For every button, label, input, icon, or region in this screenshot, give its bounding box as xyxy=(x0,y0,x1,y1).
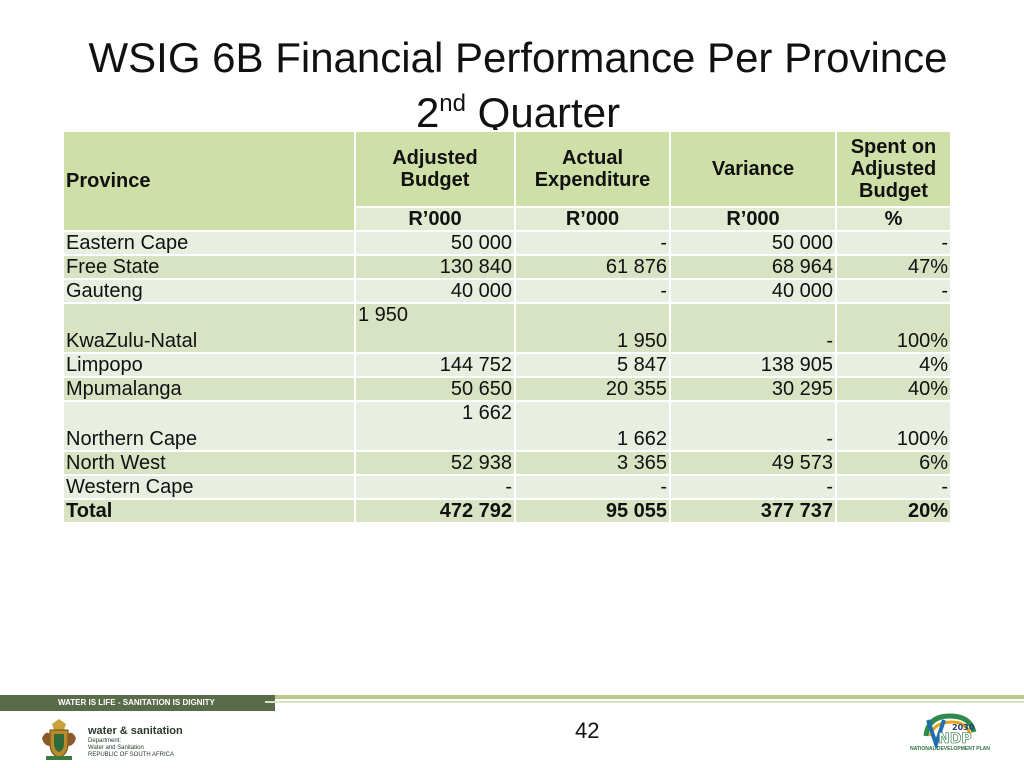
title-quarter: Quarter xyxy=(466,89,621,136)
banner-divider xyxy=(275,695,1024,699)
spent-cell: 47% xyxy=(835,254,952,280)
dept-line-2: Water and Sanitation xyxy=(88,745,144,751)
adjusted-budget-cell: 50 000 xyxy=(354,230,516,256)
variance-cell: 68 964 xyxy=(669,254,837,280)
title-line-2: 2nd Quarter xyxy=(0,85,1024,140)
actual-expenditure-cell: 3 365 xyxy=(514,450,671,476)
title-ordinal-suffix: nd xyxy=(439,90,466,117)
adjusted-budget-cell: 50 650 xyxy=(354,376,516,402)
title-ordinal: 2 xyxy=(415,89,440,136)
coat-of-arms-icon xyxy=(42,719,76,760)
spent-cell: - xyxy=(835,278,952,304)
total-row: Total 472 792 95 055 377 737 20% xyxy=(62,498,952,524)
table-row: Western Cape - - - - xyxy=(62,474,952,500)
table-row: Gauteng 40 000 - 40 000 - xyxy=(62,278,952,304)
table-row: Eastern Cape 50 000 - 50 000 - xyxy=(62,230,952,256)
page-number: 42 xyxy=(575,718,600,743)
actual-expenditure-cell: 1 662 xyxy=(514,400,671,452)
spent-cell: - xyxy=(835,230,952,256)
column-header-actual-expenditure: Actual Expenditure xyxy=(514,130,671,208)
variance-cell: 49 573 xyxy=(669,450,837,476)
department-logo: water & sanitation Department: Water and… xyxy=(88,724,183,759)
actual-expenditure-cell: 1 950 xyxy=(514,302,671,354)
footer-banner: WATER IS LIFE - SANITATION IS DIGNITY xyxy=(0,695,1024,713)
adjusted-budget-cell: 144 752 xyxy=(354,352,516,378)
variance-cell: 40 000 xyxy=(669,278,837,304)
dept-line-3: REPUBLIC OF SOUTH AFRICA xyxy=(88,752,175,758)
ndp-caption: NATIONAL DEVELOPMENT PLAN xyxy=(910,746,990,752)
unit-adjusted-budget: R’000 xyxy=(354,205,516,232)
spent-cell: 100% xyxy=(835,400,952,452)
title-line-1: WSIG 6B Financial Performance Per Provin… xyxy=(88,34,948,81)
actual-expenditure-cell: - xyxy=(514,230,671,256)
province-name: North West xyxy=(62,450,356,476)
table-row: KwaZulu-Natal 1 950 1 950 - 100% xyxy=(62,302,952,354)
total-label: Total xyxy=(62,498,356,524)
actual-expenditure-cell: - xyxy=(514,474,671,500)
total-spent: 20% xyxy=(835,498,952,524)
adjusted-budget-cell: 52 938 xyxy=(354,450,516,476)
adjusted-budget-cell: 1 662 xyxy=(354,400,516,452)
province-name: Mpumalanga xyxy=(62,376,356,402)
banner-divider-thin xyxy=(265,701,1024,703)
spent-cell: - xyxy=(835,474,952,500)
financial-performance-table: Province Adjusted Budget Actual Expendit… xyxy=(62,130,952,524)
column-header-variance: Variance xyxy=(669,130,837,208)
variance-cell: 138 905 xyxy=(669,352,837,378)
table-row: Mpumalanga 50 650 20 355 30 295 40% xyxy=(62,376,952,402)
ndp-logo-text: NDP xyxy=(938,731,972,747)
adjusted-budget-cell: 40 000 xyxy=(354,278,516,304)
header-row: Province Adjusted Budget Actual Expendit… xyxy=(62,130,952,232)
spent-cell: 100% xyxy=(835,302,952,354)
province-name: Gauteng xyxy=(62,278,356,304)
adjusted-budget-cell: 130 840 xyxy=(354,254,516,280)
dept-name: water & sanitation xyxy=(88,725,183,737)
column-header-adjusted-budget: Adjusted Budget xyxy=(354,130,516,208)
unit-actual-expenditure: R’000 xyxy=(514,205,671,232)
ndp-year: 2030 xyxy=(952,723,975,732)
spent-cell: 6% xyxy=(835,450,952,476)
table-row: Northern Cape 1 662 1 662 - 100% xyxy=(62,400,952,452)
adjusted-budget-cell: 1 950 xyxy=(354,302,516,354)
variance-cell: 50 000 xyxy=(669,230,837,256)
actual-expenditure-cell: - xyxy=(514,278,671,304)
actual-expenditure-cell: 61 876 xyxy=(514,254,671,280)
dept-line-1: Department: xyxy=(88,738,122,744)
province-name: Western Cape xyxy=(62,474,356,500)
table-row: Free State 130 840 61 876 68 964 47% xyxy=(62,254,952,280)
variance-cell: 30 295 xyxy=(669,376,837,402)
province-name: Limpopo xyxy=(62,352,356,378)
spent-cell: 40% xyxy=(835,376,952,402)
actual-expenditure-cell: 5 847 xyxy=(514,352,671,378)
variance-cell: - xyxy=(669,302,837,354)
units-row: R’000 R’000 R’000 % xyxy=(63,205,952,232)
table-row: Limpopo 144 752 5 847 138 905 4% xyxy=(62,352,952,378)
province-name: Eastern Cape xyxy=(62,230,356,256)
unit-spent: % xyxy=(835,205,952,232)
spent-cell: 4% xyxy=(835,352,952,378)
table-row: North West 52 938 3 365 49 573 6% xyxy=(62,450,952,476)
total-variance: 377 737 xyxy=(669,498,837,524)
adjusted-budget-cell: - xyxy=(354,474,516,500)
province-name: KwaZulu-Natal xyxy=(62,302,356,354)
province-name: Free State xyxy=(62,254,356,280)
variance-cell: - xyxy=(669,474,837,500)
total-adjusted-budget: 472 792 xyxy=(354,498,516,524)
column-header-spent-on-adjusted-budget: Spent on Adjusted Budget xyxy=(835,130,952,208)
actual-expenditure-cell: 20 355 xyxy=(514,376,671,402)
slogan-bar: WATER IS LIFE - SANITATION IS DIGNITY xyxy=(0,695,275,711)
variance-cell: - xyxy=(669,400,837,452)
slide-title: WSIG 6B Financial Performance Per Provin… xyxy=(0,30,1024,140)
total-actual-expenditure: 95 055 xyxy=(514,498,671,524)
province-name: Northern Cape xyxy=(62,400,356,452)
ndp-logo-icon: 2030 NDP xyxy=(923,713,977,751)
column-header-province: Province xyxy=(62,130,356,232)
unit-variance: R’000 xyxy=(669,205,837,232)
